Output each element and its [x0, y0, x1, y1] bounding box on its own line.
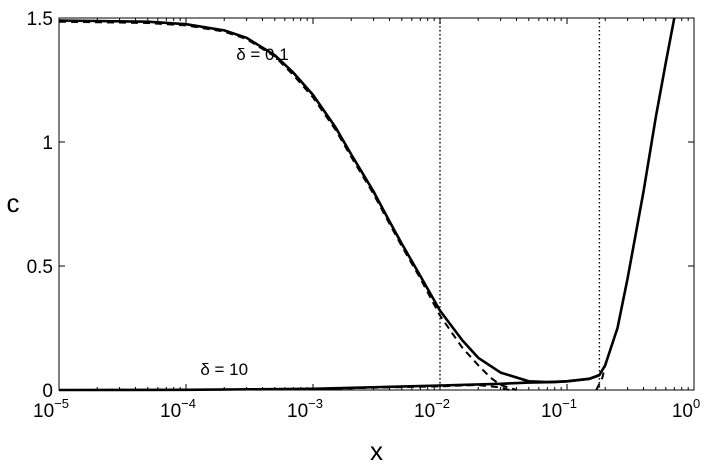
- axis-ticks: [58, 17, 695, 391]
- series-line-1-solid: [58, 17, 676, 384]
- x-tick-exponent: −2: [435, 396, 450, 411]
- plot-frame: [58, 17, 695, 391]
- series-line-3-solid: [58, 373, 600, 392]
- x-tick-base: 10: [33, 401, 54, 422]
- x-tick-base: 10: [160, 401, 181, 422]
- x-tick-base: 10: [541, 401, 562, 422]
- delta-annotation-2: δ = 10: [200, 360, 248, 379]
- series-line-5-dashed: [595, 364, 607, 391]
- data-series: [58, 17, 676, 392]
- y-axis-label: c: [7, 188, 20, 218]
- x-tick-label: 10−1: [541, 396, 577, 422]
- x-tick-label: 10−2: [414, 396, 450, 422]
- x-tick-base: 10: [672, 401, 693, 422]
- x-tick-exponent: 0: [693, 396, 700, 411]
- y-tick-label: 1.5: [27, 9, 53, 30]
- x-tick-label: 10−4: [160, 396, 196, 422]
- x-tick-label: 10−5: [33, 396, 69, 422]
- x-tick-label: 10−3: [287, 396, 323, 422]
- x-tick-base: 10: [414, 401, 435, 422]
- delta-annotation-1: δ = 0.1: [236, 45, 288, 64]
- x-tick-base: 10: [287, 401, 308, 422]
- x-tick-exponent: −4: [181, 396, 196, 411]
- x-tick-exponent: −1: [562, 396, 577, 411]
- annotations: δ = 0.1 δ = 10: [200, 45, 288, 379]
- y-tick-labels: 0 0.5 1 1.5: [27, 9, 53, 402]
- x-tick-exponent: −3: [308, 396, 323, 411]
- series-line-2-dashed: [58, 20, 517, 391]
- y-tick-label: 0.5: [27, 257, 53, 278]
- x-axis-label: x: [370, 436, 383, 466]
- x-tick-labels: 10−5 10−4 10−3 10−2 10−1 100: [33, 396, 700, 422]
- x-tick-label: 100: [672, 396, 700, 422]
- y-tick-label: 1: [42, 133, 53, 154]
- x-tick-exponent: −5: [54, 396, 69, 411]
- y-tick-label: 0: [42, 381, 53, 402]
